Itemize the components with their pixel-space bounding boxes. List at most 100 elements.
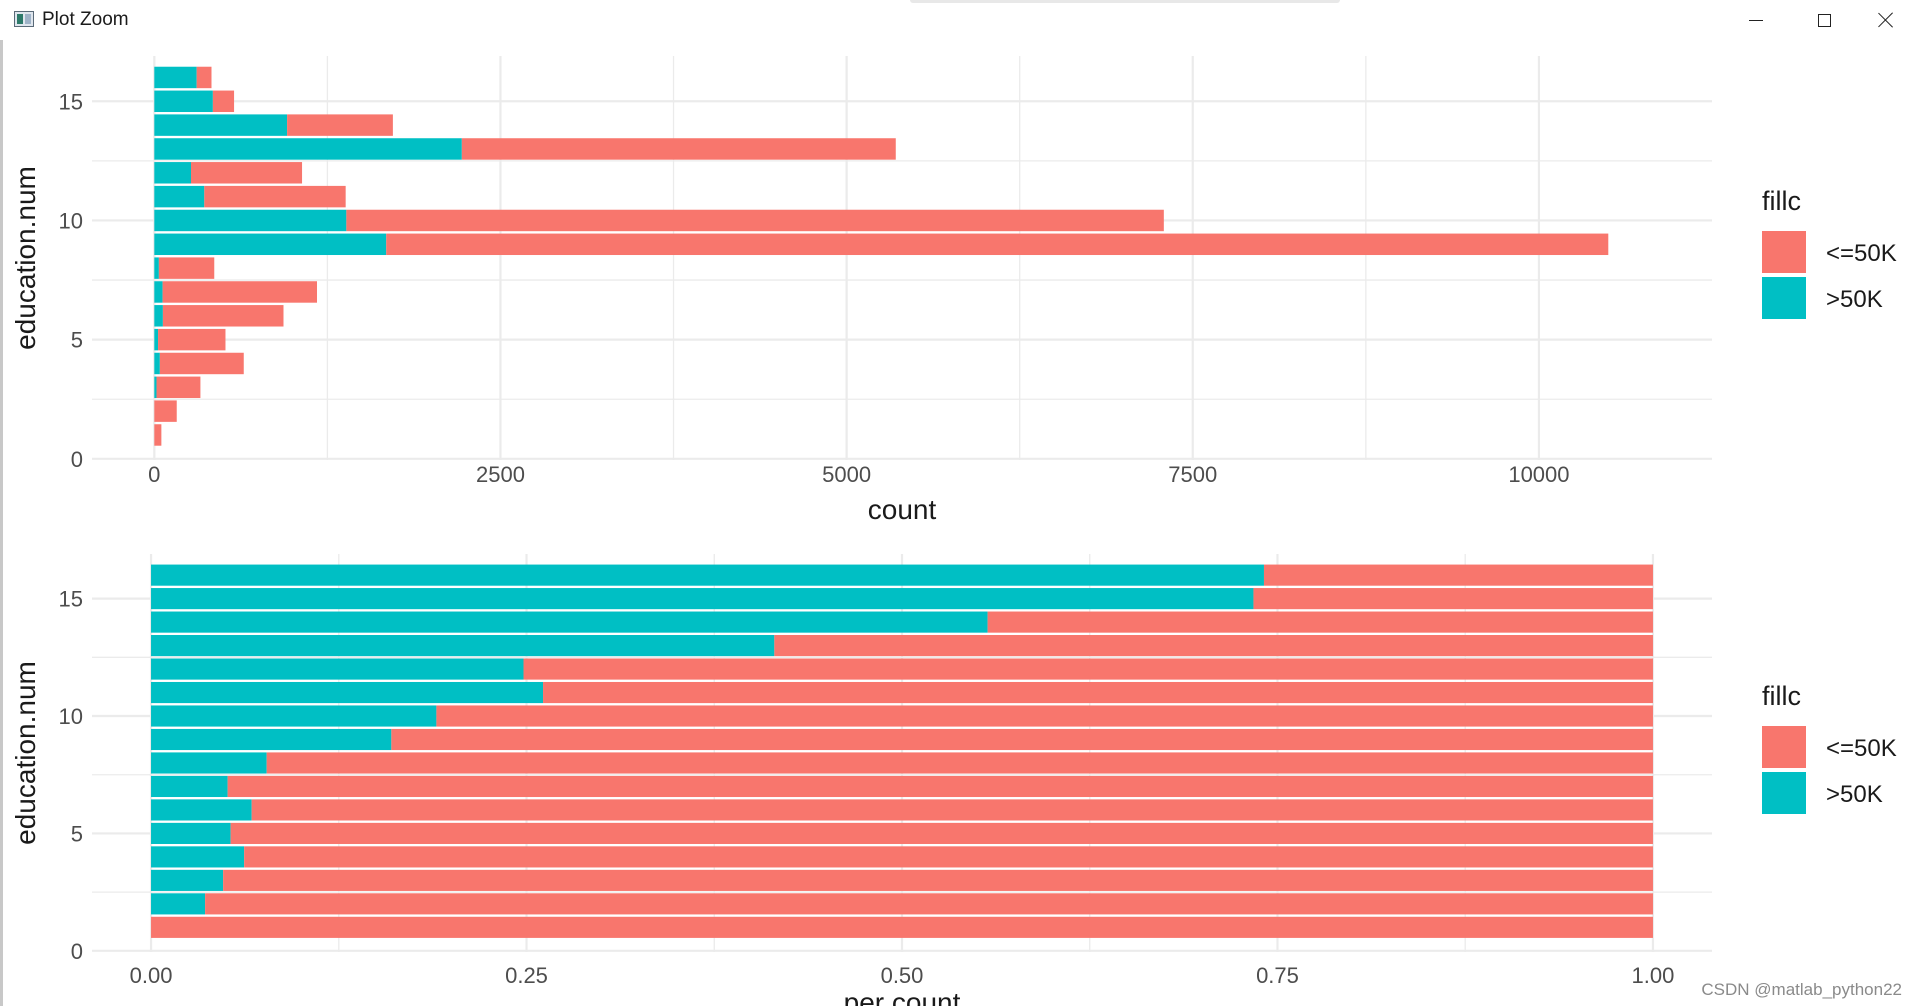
bar-le50k-7	[162, 281, 317, 303]
minimize-button[interactable]	[1724, 0, 1788, 40]
x-tick-label: 7500	[1168, 462, 1217, 487]
bar-le50k-11	[543, 681, 1653, 704]
y-tick-label: 5	[71, 821, 83, 846]
watermark: CSDN @matlab_python22	[1701, 980, 1902, 999]
bar-gt50k-10	[154, 209, 347, 232]
bar-le50k-16	[1263, 564, 1653, 586]
bar-gt50k-5	[154, 328, 159, 351]
legend-label: >50K	[1826, 781, 1883, 808]
bar-gt50k-15	[151, 588, 1254, 610]
minimize-icon	[1749, 19, 1763, 21]
bar-le50k-14	[987, 611, 1653, 633]
bar-le50k-5	[158, 328, 226, 351]
bar-gt50k-16	[154, 66, 197, 89]
bar-gt50k-11	[154, 185, 205, 208]
title-bar-edge	[910, 0, 1340, 3]
y-axis-title: education.num	[10, 661, 41, 845]
bar-le50k-1	[151, 916, 1653, 938]
bar-le50k-12	[191, 162, 303, 184]
bar-le50k-6	[251, 799, 1653, 821]
bar-le50k-15	[212, 90, 235, 113]
legend-title: fillc	[1762, 186, 1801, 216]
bar-le50k-13	[461, 138, 896, 160]
bar-le50k-15	[1253, 588, 1653, 610]
bar-le50k-10	[436, 705, 1653, 727]
y-tick-label: 5	[71, 328, 83, 353]
x-tick-label: 2500	[476, 462, 525, 487]
bar-le50k-9	[386, 233, 1609, 256]
bar-le50k-3	[223, 869, 1653, 891]
bar-gt50k-3	[154, 376, 157, 399]
legend-key-gt50k	[1762, 772, 1806, 814]
bar-le50k-3	[156, 376, 201, 399]
bar-gt50k-4	[154, 352, 160, 375]
legend-key-le50k	[1762, 726, 1806, 768]
x-tick-label: 0.00	[130, 963, 173, 988]
bar-le50k-11	[204, 185, 346, 208]
bar-gt50k-4	[151, 846, 245, 868]
bar-le50k-2	[205, 893, 1653, 915]
x-tick-label: 0.25	[505, 963, 548, 988]
bar-le50k-4	[159, 352, 244, 375]
bar-le50k-10	[346, 209, 1164, 232]
x-tick-label: 0.75	[1256, 963, 1299, 988]
window-border	[0, 40, 3, 1006]
y-tick-label: 10	[59, 208, 83, 233]
maximize-button[interactable]	[1792, 0, 1856, 40]
x-tick-label: 0.50	[881, 963, 924, 988]
maximize-icon	[1817, 13, 1831, 27]
bar-le50k-8	[158, 257, 215, 279]
bar-gt50k-16	[151, 564, 1264, 586]
bar-gt50k-9	[154, 233, 387, 256]
title-bar: Plot Zoom	[0, 0, 1912, 40]
legend-key-gt50k	[1762, 277, 1806, 319]
bar-gt50k-6	[154, 305, 163, 327]
bar-le50k-1	[154, 424, 162, 446]
bar-gt50k-9	[151, 728, 392, 751]
x-tick-label: 1.00	[1632, 963, 1675, 988]
y-tick-label: 15	[59, 587, 83, 612]
y-tick-label: 10	[59, 704, 83, 729]
bar-gt50k-15	[154, 90, 213, 113]
x-axis-title: count	[868, 494, 937, 525]
bar-gt50k-8	[154, 257, 159, 279]
bar-le50k-2	[154, 400, 177, 422]
bar-gt50k-6	[151, 799, 252, 821]
bar-le50k-14	[287, 114, 393, 136]
bar-gt50k-13	[151, 635, 775, 657]
bar-gt50k-7	[151, 775, 228, 798]
x-tick-label: 5000	[822, 462, 871, 487]
bar-le50k-9	[391, 728, 1653, 751]
legend-label: <=50K	[1826, 735, 1897, 762]
bar-gt50k-8	[151, 752, 267, 774]
legend-title: fillc	[1762, 681, 1801, 711]
bar-gt50k-3	[151, 869, 224, 891]
x-tick-label: 0	[148, 462, 160, 487]
bar-le50k-16	[196, 66, 212, 89]
legend-label: <=50K	[1826, 240, 1897, 267]
legend-label: >50K	[1826, 286, 1883, 313]
bar-gt50k-2	[151, 893, 206, 915]
bar-le50k-4	[244, 846, 1653, 868]
x-axis-title: per count	[844, 987, 961, 1006]
bar-le50k-8	[266, 752, 1653, 774]
bar-gt50k-12	[151, 658, 524, 680]
bar-gt50k-13	[154, 138, 462, 160]
bar-gt50k-12	[154, 162, 191, 184]
bar-le50k-12	[523, 658, 1653, 680]
bar-le50k-6	[162, 305, 284, 327]
y-tick-label: 0	[71, 447, 83, 472]
window-title: Plot Zoom	[42, 9, 129, 30]
bar-le50k-7	[227, 775, 1653, 798]
plot-window-icon	[14, 11, 34, 27]
bar-gt50k-11	[151, 681, 544, 704]
bar-gt50k-10	[151, 705, 437, 727]
bar-gt50k-5	[151, 822, 231, 844]
y-axis-title: education.num	[10, 166, 41, 350]
y-tick-label: 0	[71, 939, 83, 964]
bar-gt50k-7	[154, 281, 163, 303]
y-tick-label: 15	[59, 89, 83, 114]
bar-gt50k-14	[154, 114, 288, 136]
legend-key-le50k	[1762, 231, 1806, 273]
